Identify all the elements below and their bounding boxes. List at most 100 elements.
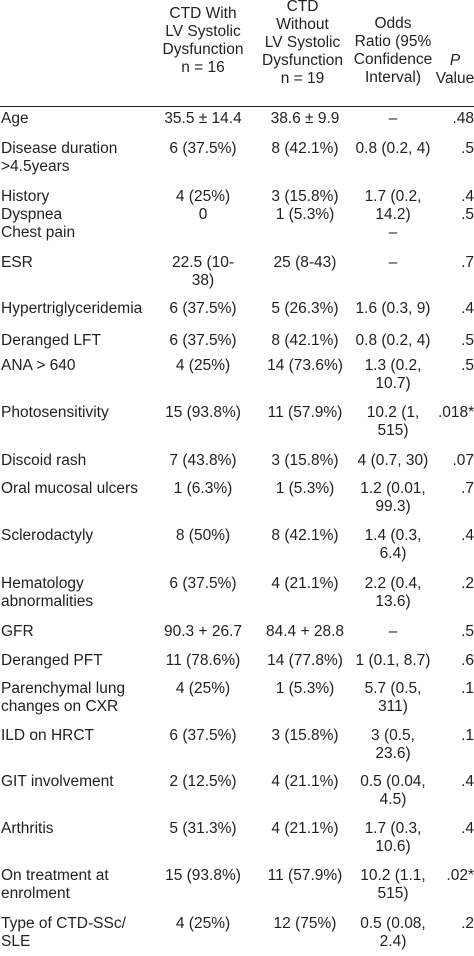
header-ctd-with-line: n = 16 [181,59,225,76]
cell-odds-ratio-line: 99.3) [375,498,411,515]
cell-p-value: .1 [438,680,474,698]
cell-odds-ratio: 10.2 (1, 515) [338,404,448,440]
row-label-line: Sclerodactyly [1,527,94,544]
cell-ctd-without-line: 1 (5.3%) [275,680,335,697]
row-label: Arthritis [1,820,54,838]
cell-p-value-line: .4 [461,820,474,837]
cell-ctd-with: 5 (31.3%) [148,820,258,838]
row-label-line: Hematology [1,575,84,592]
cell-ctd-without-line: 84.4 + 28.8 [266,623,344,640]
cell-p-value: .4 [438,773,474,791]
cell-ctd-without: 14 (73.6%) [255,357,355,375]
cell-odds-ratio-line: – [388,623,398,640]
row-label-line: abnormalities [1,593,94,610]
row-label: ANA > 640 [1,357,76,375]
cell-ctd-without-line: 1 (5.3%) [275,480,335,497]
row-label-line: Photosensitivity [1,404,109,421]
cell-ctd-with: 22.5 (10- 38) [148,254,258,290]
cell-p-value: .5 [438,332,474,350]
header-ctd-without-line: LV Systolic [264,34,341,51]
row-label-line: Chest pain [1,224,76,241]
row-label: Parenchymal lung changes on CXR [1,680,125,716]
header-odds-ratio-line: Odds [374,15,412,32]
cell-odds-ratio-line: 5.7 (0.5, [364,680,422,697]
cell-ctd-with-line: 1 (6.3%) [173,480,233,497]
cell-ctd-without: 11 (57.9%) [255,867,355,885]
cell-p-value: .018* [438,404,474,422]
cell-ctd-with: 7 (43.8%) [148,452,258,470]
cell-p-value: .7 [438,254,474,272]
cell-ctd-without-line: 8 (42.1%) [271,527,339,544]
cell-p-value-line: .5 [461,332,474,349]
cell-odds-ratio-line: 0.8 (0.2, 4) [355,140,431,157]
cell-p-value-line: .6 [461,652,474,669]
cell-odds-ratio-line: – [388,110,398,127]
cell-odds-ratio: 4 (0.7, 30) [338,452,448,470]
cell-odds-ratio: 0.5 (0.04, 4.5) [338,773,448,809]
row-label-line: On treatment at [1,867,109,884]
cell-p-value: .07 [438,452,474,470]
cell-ctd-without: 3 (15.8%) [255,727,355,745]
row-label-line: Oral mucosal ulcers [1,480,138,497]
cell-ctd-without-line: 8 (42.1%) [271,140,339,157]
row-label: On treatment at enrolment [1,867,109,903]
row-label: Sclerodactyly [1,527,93,545]
row-label-line: GFR [1,623,34,640]
cell-ctd-with: 6 (37.5%) [148,332,258,350]
cell-p-value-line: .2 [461,915,474,932]
cell-odds-ratio-line: 1.7 (0.2, [364,188,422,205]
cell-ctd-with: 11 (78.6%) [148,652,258,670]
cell-p-value-line: .1 [461,680,474,697]
cell-p-value-line: .2 [461,575,474,592]
cell-ctd-with: 6 (37.5%) [148,140,258,158]
header-ctd-with-line: CTD With [169,5,237,22]
cell-odds-ratio: 1 (0.1, 8.7) [338,652,448,670]
cell-ctd-without-line: 12 (75%) [273,915,337,932]
row-label-line: ESR [1,254,33,271]
header-ctd-with: CTD With LV Systolic Dysfunction n = 16 [148,5,258,77]
cell-ctd-with-line: 6 (37.5%) [169,332,237,349]
row-label-line: Discoid rash [1,452,87,469]
cell-p-value-line: .7 [461,254,474,271]
cell-ctd-with-line: 4 (25%) [175,357,231,374]
row-label-line: Disease duration [1,140,118,157]
cell-ctd-without: 8 (42.1%) [255,527,355,545]
cell-ctd-without-line: 8 (42.1%) [271,332,339,349]
cell-p-value-line: .07 [452,452,474,469]
cell-odds-ratio-line: – [388,224,398,241]
header-odds-ratio-line: Interval) [365,69,421,86]
row-label-line: History [1,188,50,205]
cell-ctd-without: 38.6 ± 9.9 [255,110,355,128]
cell-ctd-without: 5 (26.3%) [255,300,355,318]
cell-ctd-with: 6 (37.5%) [148,300,258,318]
cell-ctd-with-line: 35.5 ± 14.4 [164,110,242,127]
header-divider [0,106,474,107]
cell-odds-ratio-line: 10.6) [375,838,411,855]
cell-ctd-without: 1 (5.3%) [255,680,355,698]
cell-ctd-with-line: 0 [198,206,208,223]
cell-ctd-with: 15 (93.8%) [148,867,258,885]
cell-odds-ratio-line: 1.2 (0.01, [360,480,426,497]
cell-ctd-with-line: 15 (93.8%) [165,867,241,884]
row-label: Deranged LFT [1,332,101,350]
row-label-line: changes on CXR [1,698,119,715]
cell-ctd-without: 14 (77.8%) [255,652,355,670]
cell-ctd-with: 35.5 ± 14.4 [148,110,258,128]
cell-p-value: .4 [438,527,474,545]
row-label: Deranged PFT [1,652,103,670]
cell-ctd-without-line: 38.6 ± 9.9 [270,110,340,127]
row-label-line: Age [1,110,29,127]
cell-p-value: .02* [438,867,474,885]
cell-ctd-with: 4 (25%) [148,915,258,933]
cell-p-value: .5 [438,357,474,375]
cell-odds-ratio: 0.5 (0.08, 2.4) [338,915,448,951]
cell-ctd-without-line: 11 (57.9%) [267,867,343,884]
cell-odds-ratio-line: 515) [377,422,409,439]
cell-odds-ratio-line: 1.4 (0.3, [364,527,422,544]
cell-ctd-with-line: 6 (37.5%) [169,300,237,317]
cell-p-value-line: .5 [461,623,474,640]
cell-p-value: .2 [438,915,474,933]
cell-ctd-without-line: 11 (57.9%) [267,404,343,421]
cell-ctd-without: 11 (57.9%) [255,404,355,422]
row-label-line: ILD on HRCT [1,727,95,744]
